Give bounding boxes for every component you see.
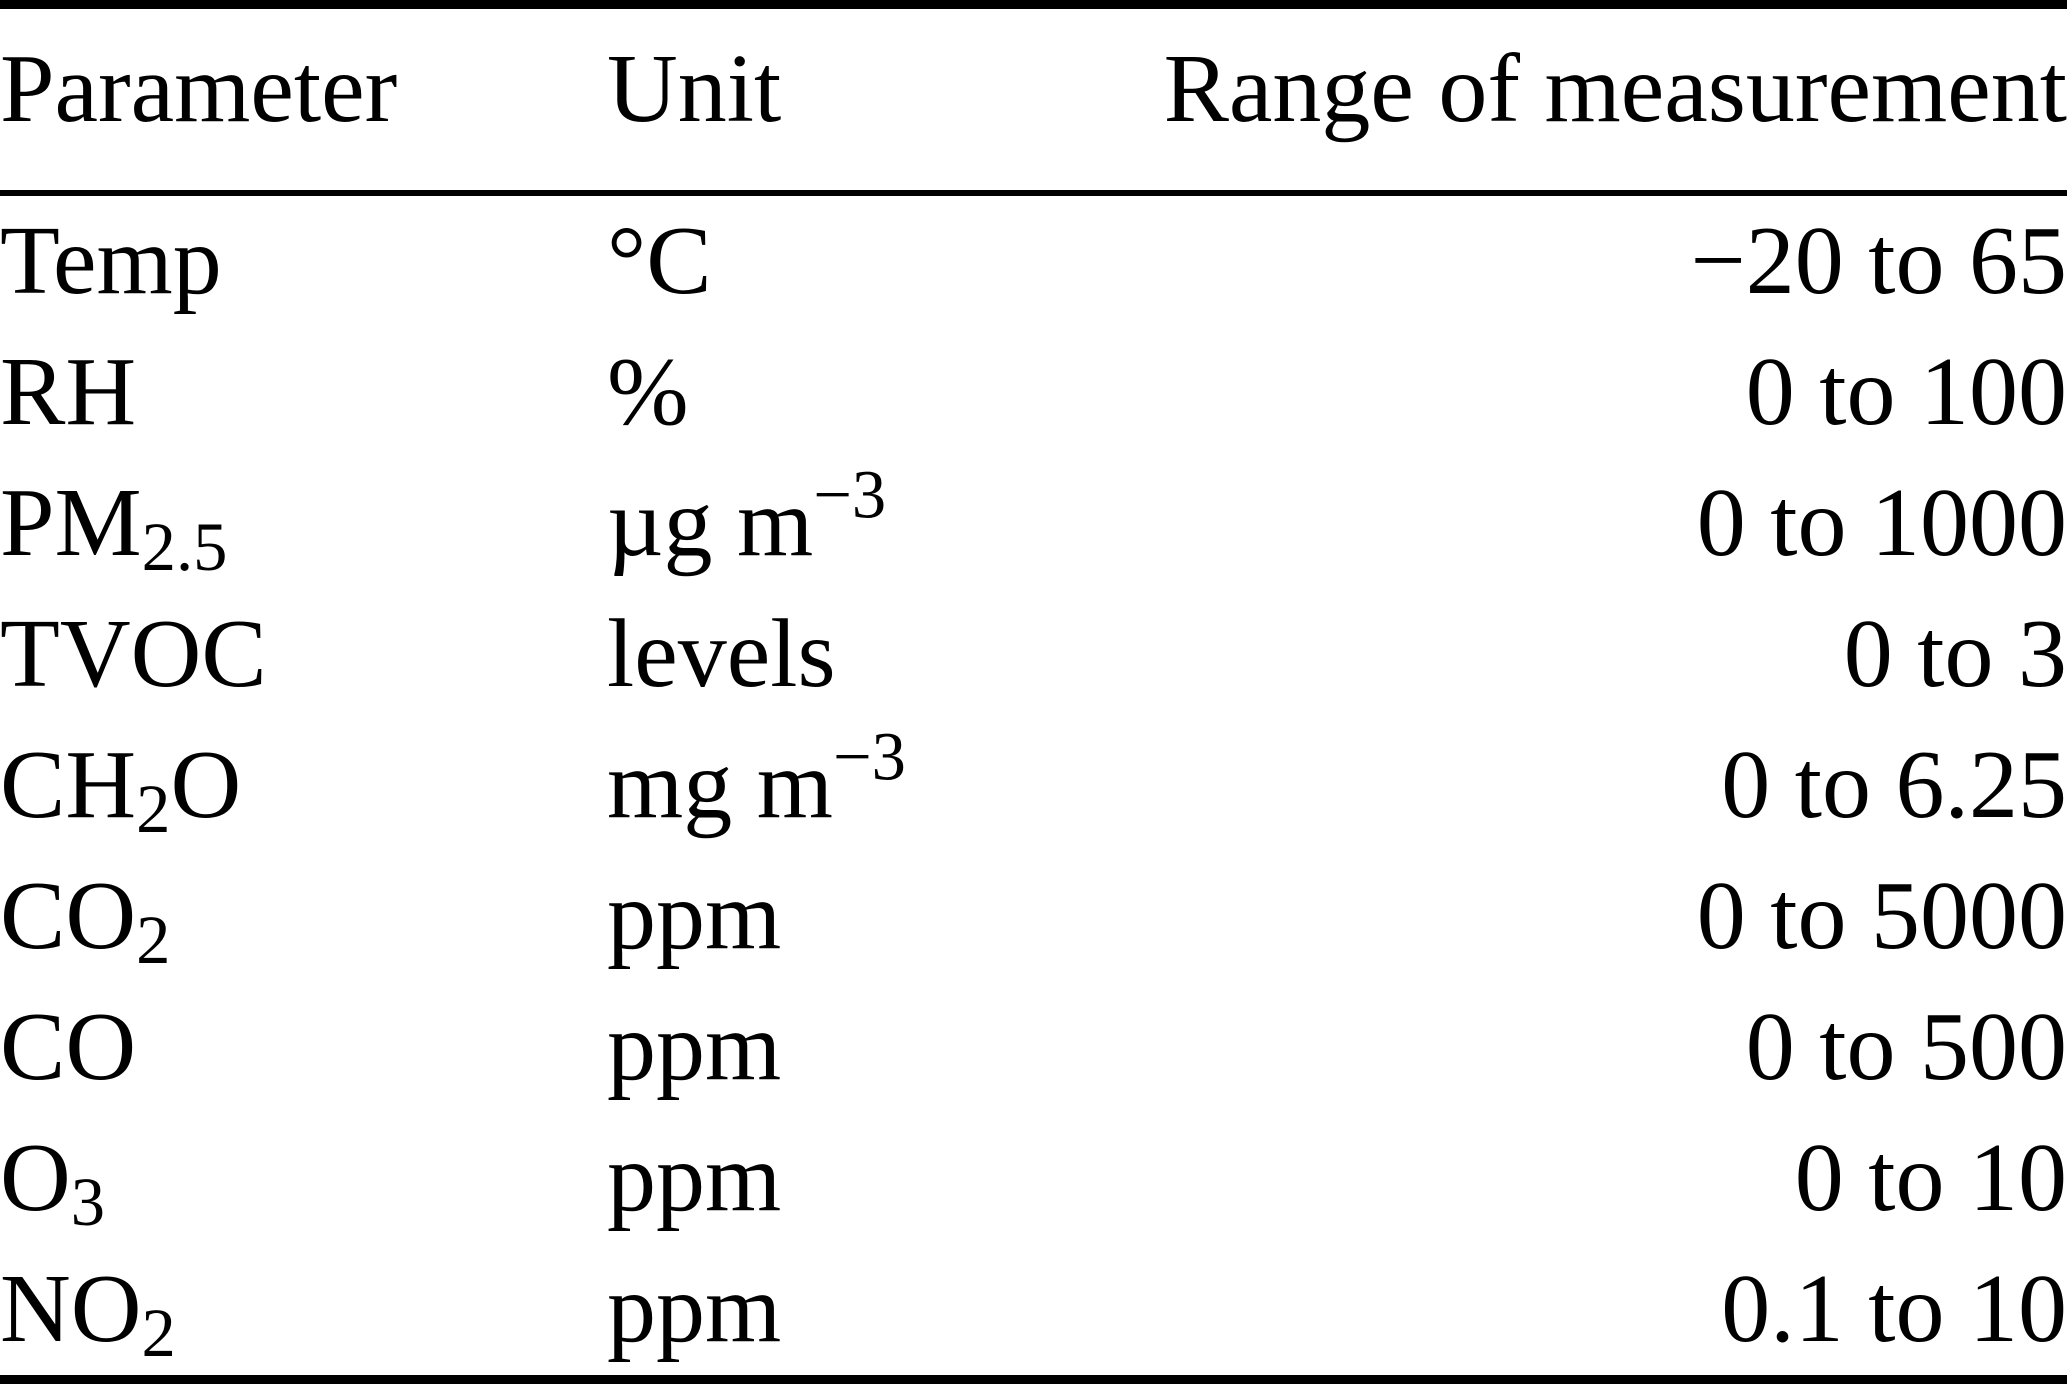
parameter-cell: Temp [0, 207, 222, 315]
range-cell: 0.1 to 10 [1721, 1255, 2067, 1363]
parameter-cell: PM2.5 [0, 469, 228, 586]
table-body: Temp °C −20 to 65 RH% 0 to 100 PM2.5 µg m−3 0 t… [0, 196, 2067, 1375]
parameter-cell: NO2 [0, 1255, 176, 1372]
range-cell: 0 to 100 [1745, 338, 2067, 446]
unit-cell: ppm [607, 1124, 782, 1232]
table-row: Temp °C −20 to 65 [0, 196, 2067, 327]
col-header-unit: Unit [607, 9, 1027, 196]
unit-cell: °C [607, 207, 712, 315]
table-row: CO ppm 0 to 500 [0, 982, 2067, 1113]
table-row: CH2O mg m−3 0 to 6.25 [0, 720, 2067, 851]
header-row: Parameter Unit Range of measurement [0, 9, 2067, 196]
table-row: TVOC levels 0 to 3 [0, 589, 2067, 720]
table-row: O3 ppm 0 to 10 [0, 1113, 2067, 1244]
table-row: RH% 0 to 100 [0, 327, 2067, 458]
parameter-cell: RH [0, 338, 137, 446]
parameter-cell: CO2 [0, 862, 171, 979]
unit-cell: µg m−3 [607, 456, 887, 577]
parameter-cell: O3 [0, 1124, 106, 1241]
range-cell: 0 to 500 [1745, 993, 2067, 1101]
unit-cell: levels [607, 600, 836, 708]
range-cell: −20 to 65 [1690, 207, 2067, 315]
col-header-range: Range of measurement [1027, 9, 2067, 196]
unit-cell: mg m−3 [607, 718, 906, 839]
table-row: NO2 ppm 0.1 to 10 [0, 1244, 2067, 1375]
range-cell: 0 to 1000 [1696, 469, 2067, 577]
range-cell: 0 to 3 [1843, 600, 2067, 708]
unit-cell: ppm [607, 993, 782, 1101]
table-row: PM2.5 µg m−3 0 to 1000 [0, 458, 2067, 589]
unit-cell: ppm [607, 1255, 782, 1363]
parameter-cell: CO [0, 993, 137, 1101]
unit-cell: ppm [607, 862, 782, 970]
col-header-parameter: Parameter [0, 9, 607, 196]
unit-cell: % [607, 338, 689, 446]
table-row: CO2 ppm 0 to 5000 [0, 851, 2067, 982]
table-header: Parameter Unit Range of measurement [0, 9, 2067, 196]
parameter-cell: TVOC [0, 600, 267, 708]
range-cell: 0 to 10 [1794, 1124, 2067, 1232]
range-cell: 0 to 6.25 [1721, 731, 2067, 839]
range-cell: 0 to 5000 [1696, 862, 2067, 970]
parameter-cell: CH2O [0, 731, 242, 848]
